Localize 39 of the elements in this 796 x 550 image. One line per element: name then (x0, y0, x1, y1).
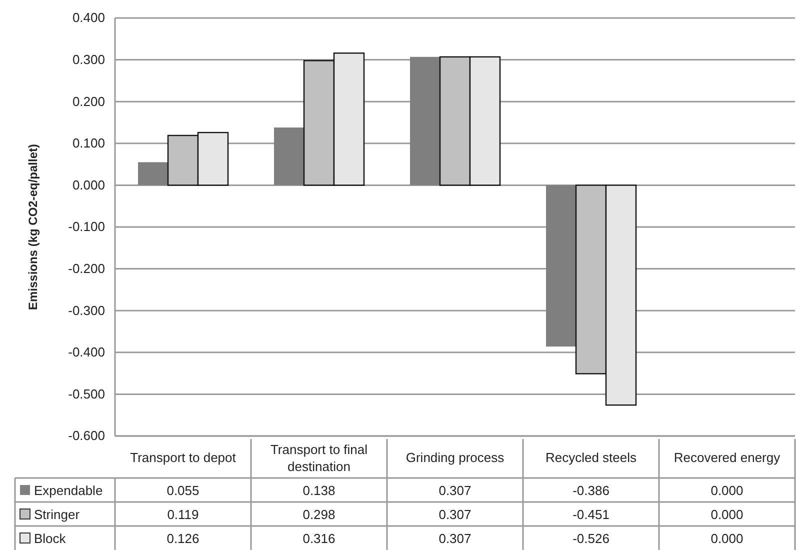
x-tick-label: Recovered energy (674, 450, 781, 465)
data-label: 0.055 (166, 483, 200, 498)
data-label: 0.307 (438, 507, 472, 522)
data-label: 0.307 (438, 531, 472, 546)
y-tick-label: 0.200 (72, 94, 105, 109)
bar (546, 185, 576, 347)
y-tick-label: -0.400 (68, 344, 105, 360)
data-label: -0.526 (572, 531, 610, 546)
data-label: -0.386 (572, 483, 610, 498)
bar (274, 128, 304, 186)
y-tick-label: 0.100 (72, 136, 105, 151)
legend-label: Expendable (34, 483, 103, 498)
legend-label: Block (34, 531, 66, 546)
data-label: 0.307 (438, 483, 472, 498)
x-tick-label: Recycled steels (545, 450, 638, 465)
data-label: -0.451 (572, 507, 610, 522)
data-label: 0.119 (167, 507, 199, 522)
x-tick-label: Transport to final destination (270, 442, 368, 474)
data-label: 0.000 (710, 531, 744, 546)
data-label: 0.126 (166, 531, 200, 546)
data-label: 0.316 (302, 531, 336, 546)
data-label: 0.000 (710, 507, 744, 522)
data-label: 0.138 (302, 483, 336, 498)
y-axis-title: Emissions (kg CO2-eq/pallet) (26, 144, 40, 310)
bar (138, 162, 168, 186)
y-tick-label: -0.500 (68, 386, 105, 402)
y-tick-label: -0.600 (68, 428, 105, 444)
y-tick-label: -0.100 (68, 219, 105, 234)
x-tick-label: Grinding process (406, 450, 505, 465)
bar (410, 56, 440, 186)
y-tick-label: -0.300 (68, 302, 105, 318)
data-label: 0.000 (710, 483, 744, 498)
data-label: 0.298 (302, 507, 336, 522)
y-tick-label: 0.400 (72, 10, 105, 26)
y-tick-label: 0.300 (72, 52, 105, 67)
y-tick-label: -0.200 (68, 260, 105, 276)
x-tick-label: Transport to depot (130, 450, 236, 465)
legend-label: Stringer (34, 507, 80, 522)
y-tick-label: 0.000 (72, 177, 105, 192)
